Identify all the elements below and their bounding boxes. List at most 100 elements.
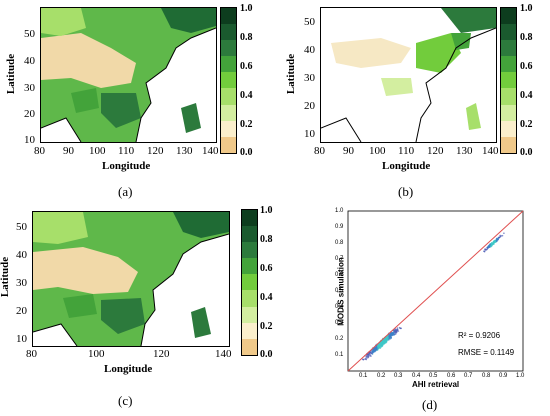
- scatter-ytick: 0.6: [335, 272, 344, 278]
- scatter-xtick: 0.6: [447, 373, 456, 379]
- map-b-cbtick: 0.6: [520, 61, 533, 72]
- scatter-point: [375, 346, 378, 348]
- scatter-xtick: 0.8: [482, 373, 491, 379]
- scatter-point: [374, 348, 376, 351]
- map-b-cbtick: 1.0: [520, 3, 533, 14]
- scatter-point: [387, 338, 389, 341]
- one-to-one-line: [347, 210, 524, 372]
- scatter-xtick: 0.9: [499, 373, 508, 379]
- map-c-colorbar: [241, 209, 258, 356]
- scatter-point: [501, 234, 504, 237]
- scatter-point: [396, 327, 399, 329]
- map-b-xtick: 120: [427, 145, 444, 157]
- scatter-point: [389, 338, 391, 340]
- scatter-point: [485, 248, 488, 251]
- map-b-xtick: 130: [456, 145, 473, 157]
- panel-label-a: (a): [118, 184, 133, 199]
- map-c-ytick: 30: [16, 277, 27, 289]
- scatter-point: [384, 341, 386, 343]
- r-squared-label: R² = 0.9206: [458, 331, 501, 340]
- map-a-ytick: 10: [24, 134, 35, 146]
- scatter-point: [386, 337, 388, 339]
- scatter-xtick: 0.4: [412, 373, 421, 379]
- scatter-point: [366, 357, 369, 359]
- scatter-point: [361, 358, 364, 361]
- scatter-ytick: 0.3: [335, 320, 344, 326]
- map-a-xtick: 110: [118, 145, 135, 157]
- map-c-ytick: 40: [16, 249, 27, 261]
- map-b-ytick: 40: [304, 44, 315, 56]
- map-b-cbtick: 0.0: [520, 147, 533, 158]
- map-a-xtick: 80: [34, 145, 45, 157]
- map-a-ytick: 30: [24, 82, 35, 94]
- scatter-point: [386, 340, 388, 342]
- map-b-image: [321, 8, 496, 142]
- scatter-ytick: 0.8: [335, 240, 344, 246]
- scatter-point: [489, 244, 491, 246]
- map-b-xtick: 140: [482, 145, 499, 157]
- map-a-cbtick: 0.6: [240, 61, 253, 72]
- scatter-point: [496, 240, 498, 242]
- map-b-ytick: 50: [304, 16, 315, 28]
- map-c-xtick: 80: [26, 348, 37, 360]
- scatter-point: [483, 250, 486, 253]
- scatter-point: [391, 334, 393, 336]
- map-a-cbtick: 1.0: [240, 3, 253, 14]
- scatter-point: [484, 248, 486, 250]
- panel-label-d: (d): [422, 397, 438, 412]
- map-a-colorbar: [220, 7, 237, 154]
- map-b-cbtick: 0.2: [520, 119, 533, 130]
- scatter-point: [388, 336, 390, 338]
- map-a-xtick: 90: [63, 145, 74, 157]
- map-b: [320, 7, 497, 143]
- scatter-point: [377, 345, 379, 348]
- scatter-point: [378, 346, 380, 349]
- panel-c: Latitude 50 40 30 20 10 80 100 120 140 L…: [0, 205, 280, 416]
- map-b-ytick: 10: [304, 128, 315, 140]
- panel-d: 1.0 0.9 0.8 0.7 0.6 0.5 0.4 0.3 0.2 0.1 …: [330, 205, 550, 416]
- map-c-xlabel: Longitude: [104, 363, 153, 375]
- scatter-point: [364, 358, 366, 360]
- scatter-point: [378, 345, 381, 347]
- scatter-point: [487, 246, 490, 248]
- scatter-point: [497, 238, 499, 240]
- map-c-cbtick: 0.4: [260, 292, 273, 303]
- map-a-ytick: 50: [24, 28, 35, 40]
- map-a-cbtick: 0.0: [240, 147, 253, 158]
- map-b-xtick: 100: [369, 145, 386, 157]
- map-a-xtick: 130: [176, 145, 193, 157]
- scatter-point: [388, 338, 390, 340]
- map-b-ytick: 20: [304, 100, 315, 112]
- scatter-ytick: 0.5: [335, 288, 344, 294]
- map-b-xtick: 110: [398, 145, 415, 157]
- map-b-xtick: 90: [343, 145, 354, 157]
- scatter-point: [365, 355, 368, 358]
- map-c-cbtick: 0.2: [260, 321, 273, 332]
- map-c-ylabel: Latitude: [0, 256, 11, 298]
- rmse-label: RMSE = 0.1149: [458, 348, 515, 357]
- scatter-point: [373, 349, 376, 352]
- scatter-point: [395, 333, 397, 335]
- map-a-image: [41, 8, 216, 142]
- scatter-point: [389, 334, 391, 336]
- map-b-xtick: 80: [314, 145, 325, 157]
- scatter-xtick: 0.3: [394, 373, 403, 379]
- map-a-xtick: 100: [89, 145, 106, 157]
- scatter-point: [367, 355, 369, 357]
- map-c: [32, 211, 230, 347]
- map-a-xlabel: Longitude: [102, 160, 151, 172]
- scatter-point: [381, 343, 384, 346]
- scatter-point: [381, 345, 384, 347]
- map-c-cbtick: 0.8: [260, 234, 273, 245]
- scatter-plot: [347, 210, 524, 372]
- scatter-point: [394, 330, 396, 332]
- panel-label-b: (b): [398, 184, 414, 199]
- scatter-point: [492, 242, 495, 244]
- scatter-point: [396, 329, 399, 332]
- scatter-xtick: 0.7: [464, 373, 473, 379]
- map-a: [40, 7, 217, 143]
- scatter-point: [379, 344, 382, 346]
- map-c-xtick: 120: [153, 348, 170, 360]
- map-c-cbtick: 1.0: [260, 205, 273, 216]
- map-c-xtick: 140: [215, 348, 232, 360]
